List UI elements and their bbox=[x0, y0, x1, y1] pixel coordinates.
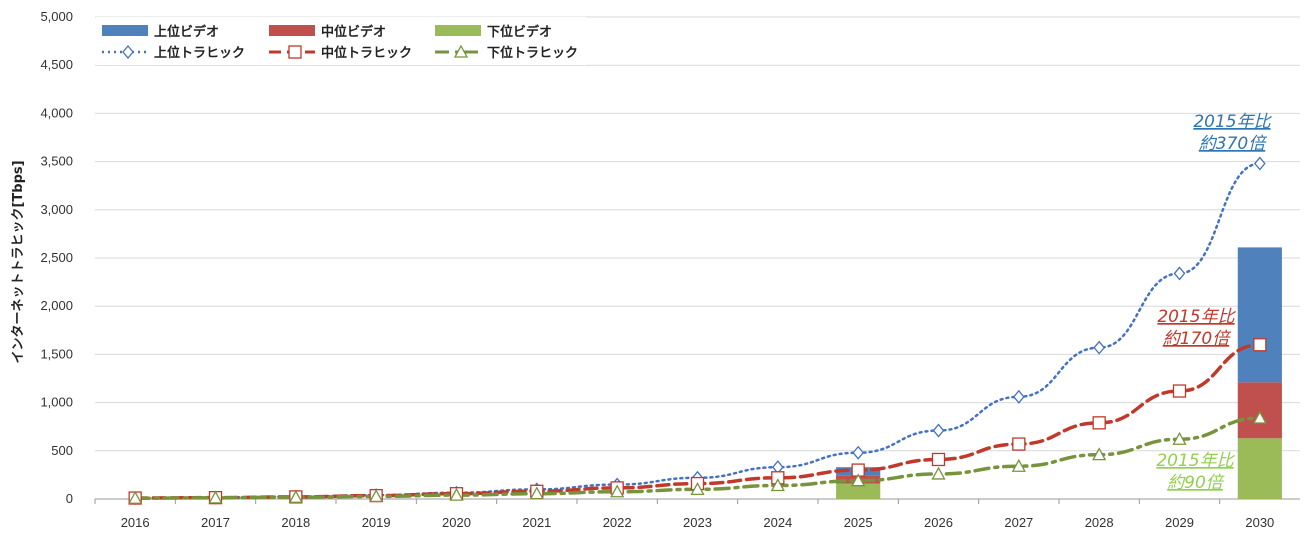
legend-swatch bbox=[435, 25, 481, 36]
annotation-text: 2015年比 bbox=[1157, 307, 1236, 327]
grid-lines bbox=[95, 17, 1300, 499]
annotation-text: 2015年比 bbox=[1193, 112, 1272, 132]
data-point-marker bbox=[289, 46, 301, 58]
y-tick-label: 500 bbox=[51, 443, 73, 458]
data-point-marker bbox=[1254, 339, 1266, 351]
x-tick-label: 2029 bbox=[1165, 515, 1194, 530]
legend-swatch bbox=[102, 25, 148, 36]
data-point-marker bbox=[1175, 267, 1185, 279]
x-tick-label: 2021 bbox=[522, 515, 551, 530]
x-tick-label: 2025 bbox=[844, 515, 873, 530]
x-tick-label: 2030 bbox=[1245, 515, 1274, 530]
bar-segment bbox=[1238, 438, 1282, 499]
legend-label: 下位トラヒック bbox=[487, 45, 578, 61]
data-point-marker bbox=[934, 425, 944, 437]
y-tick-label: 0 bbox=[66, 491, 73, 506]
x-tick-label: 2018 bbox=[281, 515, 310, 530]
data-point-marker bbox=[1014, 391, 1024, 403]
y-tick-label: 1,000 bbox=[40, 395, 73, 410]
data-point-marker bbox=[1093, 417, 1105, 429]
x-tick-label: 2023 bbox=[683, 515, 712, 530]
x-tick-label: 2019 bbox=[362, 515, 391, 530]
x-tick-label: 2027 bbox=[1004, 515, 1033, 530]
legend-swatch bbox=[269, 25, 315, 36]
data-point-marker bbox=[933, 453, 945, 465]
bar-segment bbox=[1238, 247, 1282, 382]
x-tick-label: 2024 bbox=[763, 515, 792, 530]
legend-label: 中位トラヒック bbox=[321, 45, 412, 61]
annotation-text: 約90倍 bbox=[1167, 473, 1225, 493]
x-tick-label: 2016 bbox=[121, 515, 150, 530]
x-tick-label: 2028 bbox=[1085, 515, 1114, 530]
x-tick-label: 2022 bbox=[603, 515, 632, 530]
y-tick-label: 2,500 bbox=[40, 250, 73, 265]
legend-label: 上位トラヒック bbox=[154, 45, 245, 61]
y-tick-label: 2,000 bbox=[40, 298, 73, 313]
annotation-text: 2015年比 bbox=[1156, 451, 1235, 471]
y-tick-label: 4,500 bbox=[40, 57, 73, 72]
y-axis: 0 500 1,000 1,500 2,000 2,500 3,000 3,500 4,000 4… bbox=[40, 9, 73, 506]
x-tick-label: 2026 bbox=[924, 515, 953, 530]
annotation-text: 約170倍 bbox=[1163, 329, 1231, 349]
legend-label: 中位ビデオ bbox=[321, 24, 386, 40]
series-line bbox=[135, 164, 1260, 499]
y-axis-label: インターネットトラヒック[Tbps] bbox=[11, 160, 26, 363]
bar-segment bbox=[1238, 382, 1282, 438]
data-point-marker bbox=[853, 447, 863, 459]
y-tick-label: 1,500 bbox=[40, 346, 73, 361]
legend-label: 下位ビデオ bbox=[487, 24, 552, 40]
y-tick-label: 5,000 bbox=[40, 9, 73, 24]
legend-label: 上位ビデオ bbox=[154, 24, 219, 40]
x-axis: 2016 2017 2018 2019 2020 2021 2022 2023 2024 2025… bbox=[95, 499, 1274, 530]
annotation-text: 約370倍 bbox=[1199, 134, 1267, 154]
x-tick-label: 2017 bbox=[201, 515, 230, 530]
line-series bbox=[135, 164, 1260, 499]
data-point-marker bbox=[1094, 342, 1104, 354]
x-tick-label: 2020 bbox=[442, 515, 471, 530]
y-tick-label: 3,500 bbox=[40, 154, 73, 169]
data-point-marker bbox=[1174, 385, 1186, 397]
y-tick-label: 3,000 bbox=[40, 202, 73, 217]
y-tick-label: 4,000 bbox=[40, 105, 73, 120]
data-point-marker bbox=[1255, 158, 1265, 170]
data-point-marker bbox=[933, 468, 945, 479]
data-point-marker bbox=[1013, 438, 1025, 450]
